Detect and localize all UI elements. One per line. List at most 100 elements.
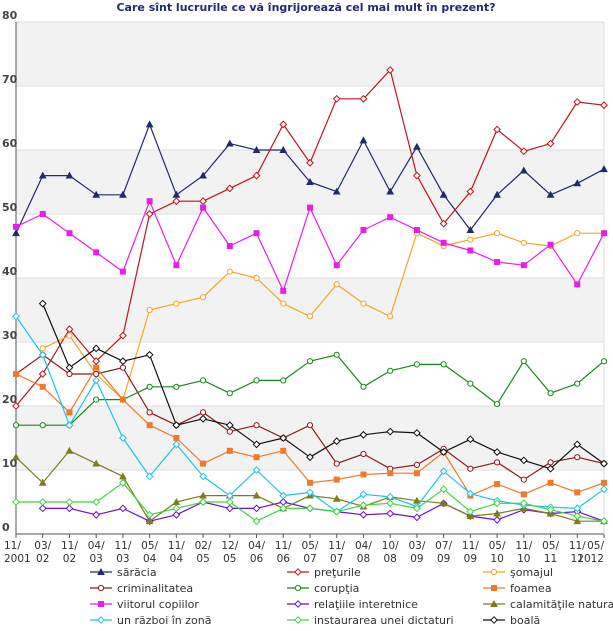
data-point: [39, 422, 46, 429]
x-tick-label-bottom: 09: [464, 553, 477, 565]
data-point: [92, 510, 101, 519]
data-point: [306, 358, 314, 365]
data-point: [119, 472, 127, 480]
data-point: [173, 300, 180, 307]
series-line: [42, 232, 604, 401]
data-point: [386, 66, 395, 74]
legend-item: şomajul: [483, 566, 553, 579]
series-line: [15, 200, 605, 292]
legend-label: boală: [510, 614, 540, 627]
data-point: [12, 453, 20, 461]
y-tick-label: 70: [2, 73, 18, 86]
data-point: [574, 454, 581, 461]
data-point: [12, 312, 20, 321]
x-tick-label-top: 11/: [515, 540, 532, 552]
data-point: [252, 517, 261, 526]
x-tick-label-top: 11/: [4, 540, 21, 552]
x-tick-label-bottom: 10: [490, 553, 503, 565]
data-point: [439, 467, 448, 476]
data-point: [38, 350, 47, 359]
data-point: [306, 453, 314, 462]
x-tick-label-top: 10/: [382, 540, 399, 552]
data-point: [332, 507, 341, 516]
data-point: [146, 383, 153, 390]
data-point: [439, 485, 448, 494]
legend-item: relaţiile interetnice: [287, 598, 418, 611]
data-point: [574, 230, 581, 237]
data-point: [359, 501, 368, 510]
data-point: [466, 225, 475, 233]
data-point: [519, 147, 528, 156]
x-tick-label-top: 03/: [408, 540, 425, 552]
data-point: [413, 513, 421, 522]
x-tick-label-bottom: 05: [196, 553, 209, 565]
data-point: [573, 98, 582, 106]
data-point: [173, 262, 180, 269]
data-point: [573, 440, 582, 449]
data-point: [199, 414, 207, 423]
data-point: [119, 396, 126, 403]
x-tick-label-bottom: 04: [143, 553, 157, 565]
legend-label: criminalitatea: [117, 582, 193, 595]
x-tick-label-top: 11/: [328, 540, 345, 552]
data-point: [546, 505, 555, 514]
data-point: [253, 230, 260, 237]
data-point: [413, 461, 421, 468]
data-point: [333, 281, 340, 288]
data-point: [65, 504, 74, 513]
data-point: [119, 268, 126, 275]
data-point: [386, 427, 395, 436]
legend-label: foamea: [510, 582, 552, 595]
data-point: [65, 325, 74, 334]
data-point: [467, 465, 474, 472]
data-point: [493, 400, 501, 408]
data-point: [225, 184, 234, 193]
x-tick-label-top: 11/: [61, 540, 78, 552]
data-point: [119, 331, 127, 340]
data-point: [253, 422, 260, 429]
data-point: [547, 390, 554, 397]
x-tick-label-top: 11/: [569, 540, 586, 552]
x-tick-label-top: 04/: [88, 540, 105, 552]
y-tick-label: 0: [2, 521, 10, 534]
data-point: [172, 421, 181, 430]
data-point: [92, 190, 101, 198]
data-point: [226, 390, 233, 397]
data-point: [199, 472, 207, 481]
grid-band: [16, 278, 604, 342]
data-point: [601, 230, 608, 237]
data-point: [253, 377, 260, 384]
data-point: [92, 376, 101, 385]
data-point: [119, 478, 127, 487]
x-tick-label-bottom: 10: [517, 553, 530, 565]
x-tick-label-top: 02/: [195, 540, 212, 552]
chart-title: Care sînt lucrurile ce vă îngrijorează c…: [116, 1, 495, 14]
data-point: [253, 274, 260, 282]
data-point: [279, 504, 288, 513]
data-point: [387, 470, 394, 477]
series: [12, 66, 608, 410]
data-point: [38, 498, 47, 506]
data-point: [66, 370, 73, 378]
data-point: [92, 344, 101, 353]
data-point: [493, 516, 501, 524]
data-point: [146, 422, 153, 429]
grid-bands: [16, 22, 604, 470]
data-point: [306, 422, 314, 429]
data-point: [226, 268, 233, 275]
data-point: [359, 430, 368, 439]
data-point: [38, 478, 47, 486]
data-point: [306, 177, 314, 185]
legend-marker: [490, 616, 498, 624]
data-point: [547, 479, 554, 486]
data-point: [546, 139, 555, 148]
data-point: [306, 479, 313, 486]
data-point: [359, 136, 368, 144]
y-tick-label: 60: [2, 137, 18, 150]
x-tick-label-bottom: 08: [357, 553, 370, 565]
data-point: [66, 332, 73, 339]
series-line: [42, 303, 605, 470]
data-point: [279, 120, 288, 129]
data-point: [199, 294, 207, 301]
legend-item: calamităţile naturale: [483, 598, 613, 611]
